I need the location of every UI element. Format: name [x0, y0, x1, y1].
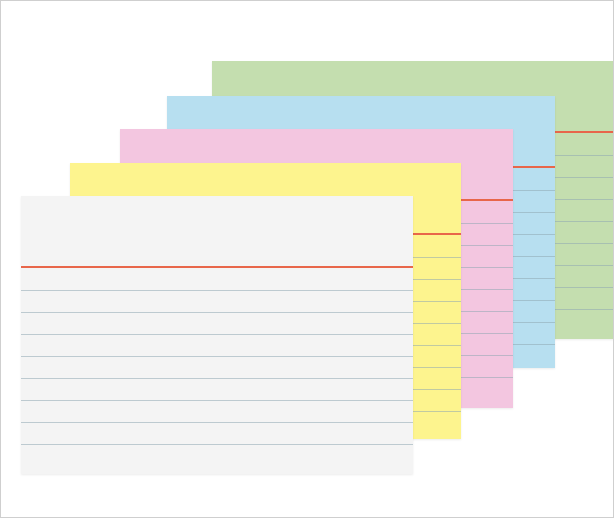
ruled-line [21, 444, 413, 445]
ruled-line [21, 378, 413, 379]
ruled-line [21, 400, 413, 401]
white-index-card [21, 196, 413, 474]
ruled-line [21, 356, 413, 357]
ruled-line [21, 290, 413, 291]
ruled-line [21, 422, 413, 423]
red-header-rule [21, 266, 413, 268]
ruled-line [21, 312, 413, 313]
ruled-line [21, 334, 413, 335]
